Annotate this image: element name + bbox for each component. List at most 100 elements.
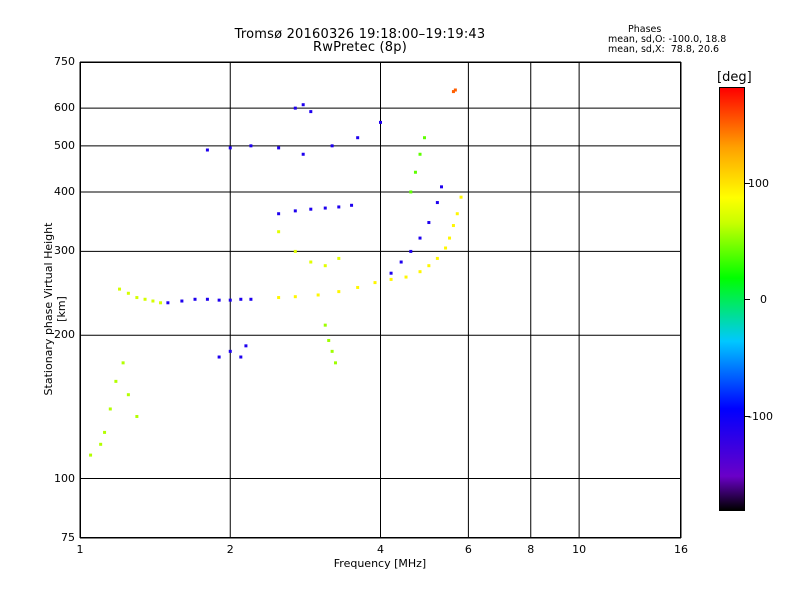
data-point	[126, 393, 130, 397]
colorbar-mark-0	[745, 299, 750, 300]
data-point	[337, 290, 341, 294]
data-point	[114, 379, 118, 383]
data-point	[309, 110, 313, 114]
stat-o-mode: mean, sd,O: -100.0, 18.8	[608, 34, 727, 45]
data-point	[379, 120, 382, 124]
data-point	[337, 205, 341, 209]
data-point	[277, 296, 281, 300]
data-point	[217, 298, 221, 302]
data-point	[293, 249, 297, 253]
data-point	[99, 442, 103, 446]
data-point	[337, 256, 341, 260]
data-point	[350, 203, 354, 207]
data-point	[244, 344, 248, 348]
data-point	[205, 297, 209, 301]
data-point	[301, 103, 305, 107]
data-point	[277, 230, 281, 234]
y-tick-label: 600	[54, 101, 75, 115]
data-point	[399, 260, 403, 264]
phase-colorbar	[719, 87, 745, 511]
stat-x-mode: mean, sd,X: 78.8, 20.6	[608, 44, 720, 55]
colorbar-tick-minus100: -100	[748, 410, 773, 423]
y-tick-label: 100	[54, 471, 75, 485]
data-point	[166, 301, 170, 305]
data-point	[427, 221, 431, 225]
colorbar-mark-100	[745, 183, 750, 184]
x-tick-label: 4	[377, 543, 384, 556]
colorbar-mark-minus100	[745, 416, 750, 417]
data-point	[118, 287, 122, 291]
data-point	[418, 152, 422, 156]
data-point	[444, 246, 448, 250]
chart-title: Tromsø 20160326 19:18:00–19:19:43	[234, 27, 486, 42]
y-tick-label: 300	[54, 244, 75, 258]
data-point	[455, 212, 459, 216]
data-point	[404, 275, 408, 279]
data-point	[333, 361, 337, 365]
phases-label: Phases	[628, 24, 662, 35]
data-point	[356, 136, 360, 140]
data-point	[205, 148, 209, 152]
data-point	[409, 249, 413, 253]
data-point	[301, 152, 305, 156]
data-point	[330, 349, 334, 353]
data-point	[239, 355, 243, 359]
data-point	[135, 414, 139, 418]
data-point	[435, 201, 439, 205]
data-point	[427, 264, 431, 268]
x-axis-title: Frequency [MHz]	[333, 557, 427, 570]
y-tick-label: 500	[54, 138, 75, 152]
data-point	[323, 264, 327, 268]
y-tick-label: 75	[61, 531, 75, 544]
data-point	[293, 295, 297, 299]
y-tick-label: 750	[54, 55, 75, 68]
data-point	[422, 136, 426, 140]
data-point	[89, 453, 93, 457]
data-point	[121, 361, 125, 365]
data-point	[409, 190, 413, 194]
x-tick-label: 2	[226, 543, 234, 556]
data-point	[135, 296, 139, 300]
colorbar-tick-100: 100	[748, 177, 769, 190]
data-point	[180, 299, 184, 303]
data-point	[448, 236, 452, 240]
data-point	[277, 146, 281, 150]
data-point	[451, 224, 455, 228]
data-point	[193, 297, 197, 301]
data-point	[277, 212, 281, 216]
y-tick-label: 400	[54, 184, 75, 198]
y-tick-label: 200	[54, 328, 75, 342]
data-point	[327, 338, 331, 342]
data-point	[440, 185, 444, 189]
data-point	[453, 88, 457, 92]
data-point	[217, 355, 221, 359]
data-point	[108, 407, 112, 411]
data-point	[228, 349, 232, 353]
x-tick-label: 1	[76, 543, 84, 556]
data-point	[323, 323, 327, 327]
chart-subtitle: RwPretec (8p)	[313, 40, 407, 55]
data-point	[435, 256, 439, 260]
data-point	[143, 297, 147, 301]
data-point	[249, 297, 253, 301]
data-point	[309, 260, 313, 264]
data-point	[356, 285, 360, 289]
data-point	[373, 281, 377, 285]
data-point	[323, 206, 327, 210]
data-point	[330, 144, 334, 148]
data-point	[309, 207, 313, 211]
data-point	[228, 298, 232, 302]
data-point	[293, 106, 297, 110]
data-point	[413, 170, 417, 174]
plot-frame	[80, 62, 681, 538]
x-tick-label: 10	[572, 543, 587, 556]
data-point	[418, 270, 422, 274]
data-point	[389, 271, 393, 275]
data-point	[316, 293, 320, 297]
x-tick-label: 8	[527, 543, 535, 556]
data-point	[418, 236, 422, 240]
data-point	[293, 209, 297, 213]
data-point	[249, 144, 253, 148]
x-tick-label: 6	[464, 543, 472, 556]
